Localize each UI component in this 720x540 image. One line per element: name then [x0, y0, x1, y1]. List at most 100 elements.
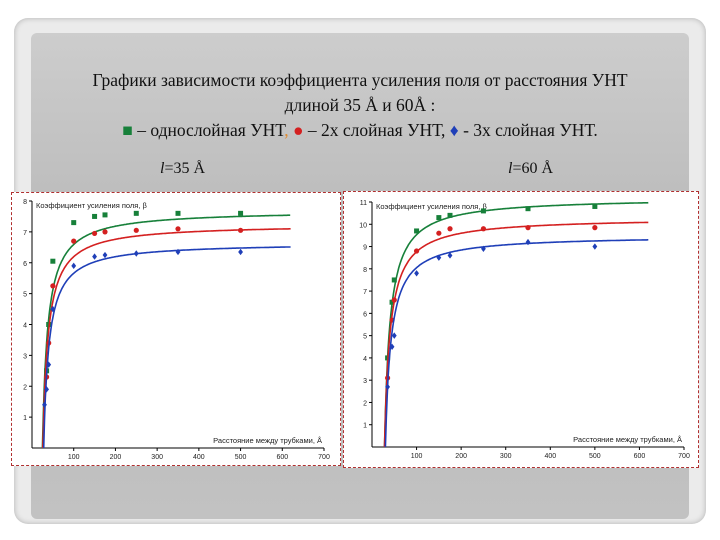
data-point-diamond	[102, 251, 108, 259]
data-point-square	[175, 210, 181, 216]
data-point-diamond	[46, 361, 52, 368]
data-point-circle	[480, 226, 487, 232]
data-point-square	[238, 210, 244, 216]
data-point-diamond	[50, 305, 56, 313]
fit-curve-red	[42, 228, 291, 449]
x-tick-label: 300	[500, 453, 512, 460]
data-point-square	[50, 258, 56, 264]
y-axis-label: Коэффициент усиления поля, β	[376, 202, 488, 211]
y-axis-label: Коэффициент усиления поля, β	[36, 201, 148, 210]
data-point-circle	[237, 227, 244, 233]
data-point-diamond	[436, 254, 442, 261]
data-point-diamond	[92, 253, 97, 260]
subtitle-right-value: =60 Å	[512, 160, 554, 177]
data-point-diamond	[481, 245, 486, 252]
data-point-diamond	[389, 343, 395, 350]
data-point-diamond	[42, 401, 47, 408]
y-tick-label: 5	[363, 334, 367, 341]
y-tick-label: 6	[23, 261, 27, 268]
data-point-circle	[175, 226, 181, 232]
legend-line: ■ – однослойная УНТ, ● – 2х слойная УНТ,…	[38, 118, 682, 143]
fit-curve-blue	[42, 246, 291, 449]
data-point-circle	[102, 229, 108, 235]
x-tick-label: 400	[544, 453, 556, 460]
y-tick-label: 2	[363, 400, 367, 407]
y-tick-label: 10	[359, 222, 367, 229]
red-circle-icon: ●	[292, 120, 304, 140]
x-tick-label: 500	[589, 453, 601, 460]
data-point-square	[133, 210, 139, 216]
data-point-circle	[71, 238, 77, 244]
data-point-circle	[436, 230, 442, 236]
y-tick-label: 5	[23, 292, 27, 299]
fit-curve-green	[383, 201, 649, 448]
y-tick-label: 4	[363, 356, 367, 363]
y-tick-label: 3	[23, 353, 27, 360]
y-tick-label: 7	[23, 230, 27, 237]
legend-double-label: – 2х слойная УНТ,	[303, 120, 450, 140]
x-tick-label: 600	[276, 454, 288, 461]
y-tick-label: 6	[363, 311, 367, 318]
y-tick-label: 2	[23, 384, 27, 391]
data-point-diamond	[71, 262, 77, 270]
data-point-diamond	[525, 238, 531, 246]
subtitle-right: l=60 Å	[508, 160, 553, 178]
x-tick-label: 100	[68, 454, 80, 461]
title-line-2: длиной 35 Å и 60Å :	[284, 95, 436, 115]
data-point-circle	[391, 297, 397, 303]
legend-comma: ,	[284, 120, 289, 140]
data-point-circle	[525, 225, 531, 231]
data-point-circle	[133, 227, 139, 233]
data-point-circle	[447, 226, 453, 232]
x-tick-label: 700	[318, 454, 330, 461]
data-point-square	[480, 208, 486, 214]
data-point-circle	[413, 248, 420, 254]
y-tick-label: 7	[363, 289, 367, 296]
chart-60A: 1 2 3 4 5 6 7 8 9 10 11 100 200 300 400 500 600 700 Коэффи…	[359, 200, 690, 460]
data-point-square	[447, 212, 453, 218]
data-point-diamond	[44, 386, 49, 393]
y-tick-label: 8	[363, 267, 367, 274]
data-point-square	[102, 212, 108, 218]
data-point-diamond	[414, 270, 419, 277]
x-tick-label: 100	[411, 453, 423, 460]
slide-title: Графики зависимости коэффициента усилени…	[38, 68, 682, 143]
data-point-circle	[91, 230, 98, 237]
fit-curve-green	[41, 214, 291, 449]
data-point-square	[592, 203, 598, 209]
fit-curve-blue	[384, 239, 649, 448]
subtitle-right-var: l	[508, 160, 513, 177]
data-point-square	[92, 213, 98, 219]
y-tick-label: 9	[363, 245, 367, 252]
data-point-circle	[50, 283, 56, 289]
x-tick-label: 200	[455, 453, 467, 460]
y-tick-label: 4	[23, 323, 27, 330]
data-point-diamond	[133, 250, 139, 257]
legend-triple-label: - 3х слойная УНТ.	[458, 120, 598, 140]
x-axis-label: Расстояние между трубками, Å	[573, 435, 682, 444]
fit-curve-red	[383, 221, 649, 448]
subtitle-left: l=35 Å	[160, 160, 205, 178]
data-point-square	[391, 277, 397, 283]
data-point-diamond	[175, 248, 181, 256]
x-tick-label: 600	[634, 453, 646, 460]
data-point-square	[436, 215, 442, 221]
data-point-diamond	[238, 248, 243, 256]
subtitle-left-var: l	[160, 160, 165, 177]
data-point-diamond	[391, 332, 397, 339]
y-tick-label: 3	[363, 378, 367, 385]
chart-panel-35: 1 2 3 4 5 6 7 8 100 200 300 400 500 600 700 Коэффициент…	[11, 192, 341, 466]
y-tick-label: 1	[363, 423, 367, 430]
x-axis-label: Расстояние между трубками, Å	[213, 436, 322, 445]
data-point-diamond	[385, 383, 390, 391]
title-line-1: Графики зависимости коэффициента усилени…	[92, 70, 628, 90]
data-point-square	[525, 206, 531, 212]
green-square-icon: ■	[122, 120, 133, 140]
y-tick-label: 8	[23, 199, 27, 206]
legend-single-label: – однослойная УНТ	[132, 120, 285, 140]
data-point-circle	[592, 225, 598, 231]
data-point-square	[71, 220, 77, 226]
subtitle-left-value: =35 Å	[164, 160, 206, 177]
chart-35A: 1 2 3 4 5 6 7 8 100 200 300 400 500 600 700 Коэффициент…	[23, 199, 330, 461]
y-tick-label: 11	[360, 200, 367, 207]
